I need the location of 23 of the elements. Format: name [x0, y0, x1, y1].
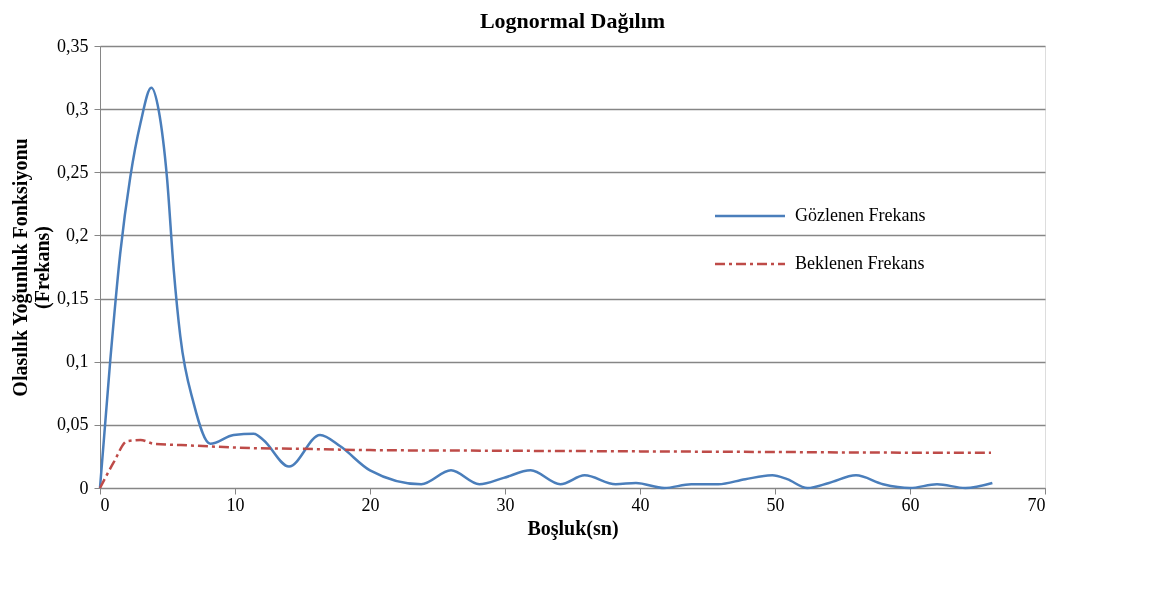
x-tick-label: 70 — [1027, 494, 1046, 515]
x-tick-label: 30 — [496, 494, 515, 515]
x-tick-label: 10 — [226, 494, 245, 515]
y-tick-label: 0,3 — [66, 98, 89, 119]
x-tick-label: 40 — [631, 494, 650, 515]
y-tick-label: 0,05 — [57, 414, 89, 435]
x-tick-label: 20 — [361, 494, 380, 515]
y-axis-title: Olasılık Yoğunluk Fonksiyonu (Frekans) — [9, 138, 54, 397]
x-tick-label: 50 — [766, 494, 785, 515]
y-tick-label: 0,15 — [57, 288, 89, 309]
x-axis-title: Boşluk(sn) — [527, 516, 619, 540]
legend-label: Gözlenen Frekans — [795, 205, 926, 225]
x-tick-label: 0 — [100, 494, 110, 515]
y-tick-label: 0 — [79, 477, 89, 498]
legend-label: Beklenen Frekans — [795, 253, 925, 273]
x-tick-label: 60 — [901, 494, 920, 515]
y-tick-label: 0,1 — [66, 351, 89, 372]
line-series — [98, 438, 993, 490]
y-tick-label: 0,35 — [57, 35, 89, 56]
line-series — [98, 86, 994, 490]
chart-title: Lognormal Dağılım — [479, 8, 666, 33]
y-tick-label: 0,2 — [66, 224, 89, 245]
y-tick-label: 0,25 — [57, 161, 89, 182]
